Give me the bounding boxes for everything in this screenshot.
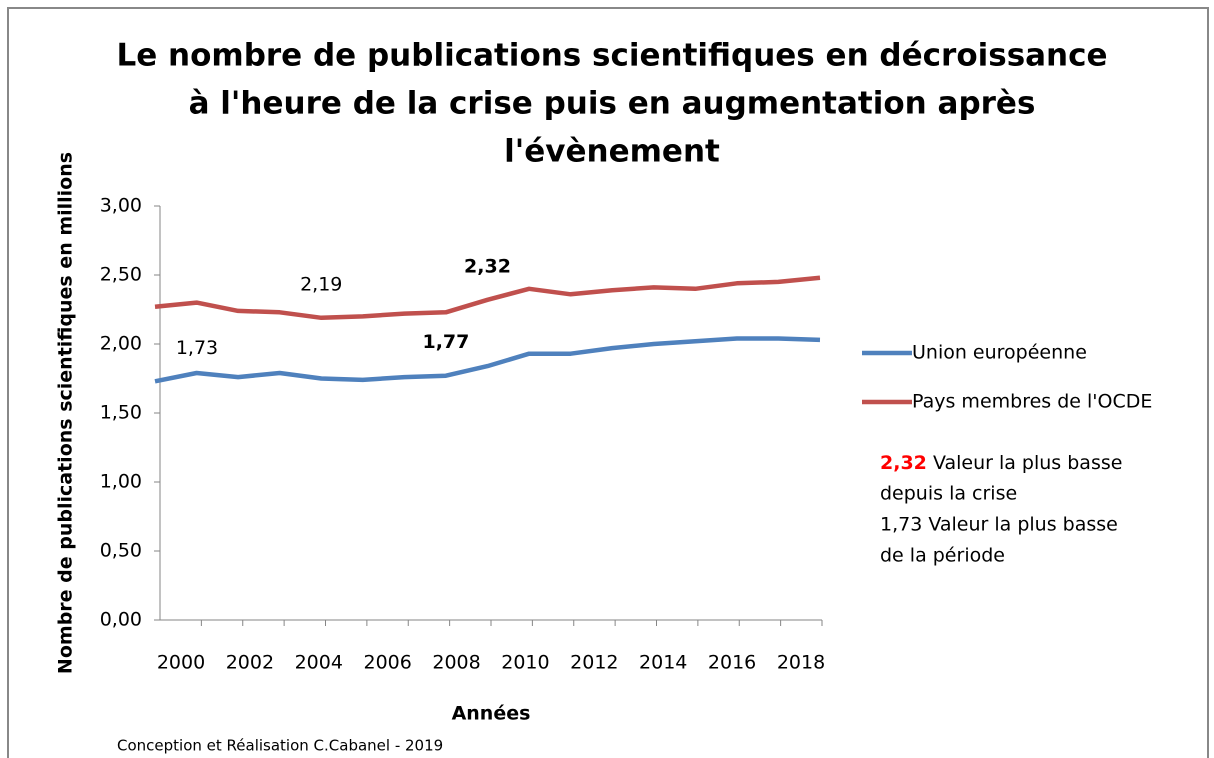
note: de la période xyxy=(880,545,1005,567)
note: depuis la crise xyxy=(880,483,1017,505)
note: 2,32 Valeur la plus basse xyxy=(880,452,1122,474)
x-tick-label: 2014 xyxy=(639,652,687,674)
x-tick-label: 2000 xyxy=(157,652,205,674)
x-tick-label: 2002 xyxy=(226,652,274,674)
x-tick-label: 2010 xyxy=(501,652,549,674)
note: 1,73 Valeur la plus basse xyxy=(880,514,1118,536)
y-tick-label: 2,50 xyxy=(100,264,142,286)
data-label: 1,73 xyxy=(176,337,218,359)
x-tick-label: 2016 xyxy=(708,652,756,674)
series-line xyxy=(154,275,821,321)
chart-title: Le nombre de publications scientifiques … xyxy=(116,38,1107,74)
x-axis-title: Années xyxy=(452,703,531,725)
note-highlight: 2,32 xyxy=(880,452,927,474)
x-tick-label: 2004 xyxy=(295,652,343,674)
y-tick-label: 0,50 xyxy=(100,540,142,562)
y-tick-label: 1,50 xyxy=(100,402,142,424)
legend-label: Union européenne xyxy=(912,342,1087,364)
x-tick-label: 2018 xyxy=(777,652,825,674)
chart-frame xyxy=(7,7,1209,758)
data-label: 2,19 xyxy=(300,273,342,295)
chart-title: à l'heure de la crise puis en augmentati… xyxy=(189,86,1036,122)
y-tick-label: 0,00 xyxy=(100,609,142,631)
series-line xyxy=(154,336,821,384)
y-axis-title: Nombre de publications scientifiques en … xyxy=(55,152,77,674)
footer: Conception et Réalisation C.Cabanel - 20… xyxy=(117,737,443,755)
y-tick-label: 3,00 xyxy=(100,195,142,217)
y-tick-label: 2,00 xyxy=(100,333,142,355)
y-tick-label: 1,00 xyxy=(100,471,142,493)
x-tick-label: 2006 xyxy=(363,652,411,674)
data-label: 2,32 xyxy=(464,255,511,277)
note-text: Valeur la plus basse xyxy=(933,452,1123,474)
x-tick-label: 2008 xyxy=(432,652,480,674)
data-label: 1,77 xyxy=(422,331,469,353)
legend-label: Pays membres de l'OCDE xyxy=(912,391,1152,413)
chart-title: l'évènement xyxy=(504,134,720,170)
x-tick-label: 2012 xyxy=(570,652,618,674)
